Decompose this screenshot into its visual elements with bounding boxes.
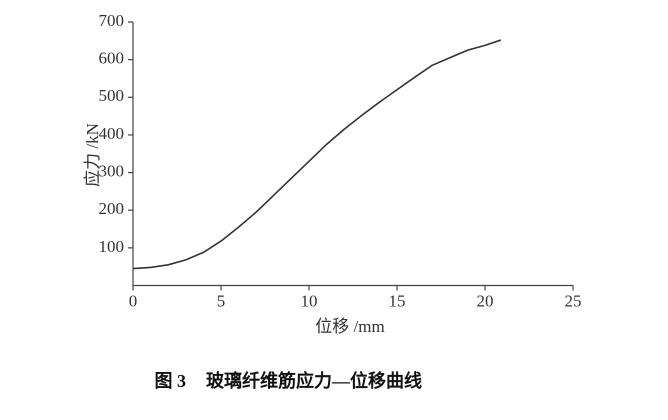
y-tick-label: 500 [99,86,125,105]
x-axis-label: 位移 /mm [315,317,384,336]
x-tick-label: 10 [301,291,318,310]
x-tick-label: 20 [477,291,494,310]
y-tick-label: 100 [99,237,125,256]
caption-label: 图 3 [155,371,187,391]
y-tick-label: 200 [99,199,125,218]
y-tick-label: 700 [99,11,125,30]
y-tick-label: 400 [99,124,125,143]
x-tick-label: 0 [129,291,138,310]
curve [132,39,502,270]
x-tick-label: 5 [217,291,226,310]
y-tick-label: 600 [99,49,125,68]
y-axis-label: 应力 /kN [83,123,102,187]
x-tick-label: 15 [389,291,406,310]
x-tick-label: 25 [565,291,582,310]
y-tick-label: 300 [99,161,125,180]
caption: 玻璃纤维筋应力—位移曲线 [206,370,422,391]
